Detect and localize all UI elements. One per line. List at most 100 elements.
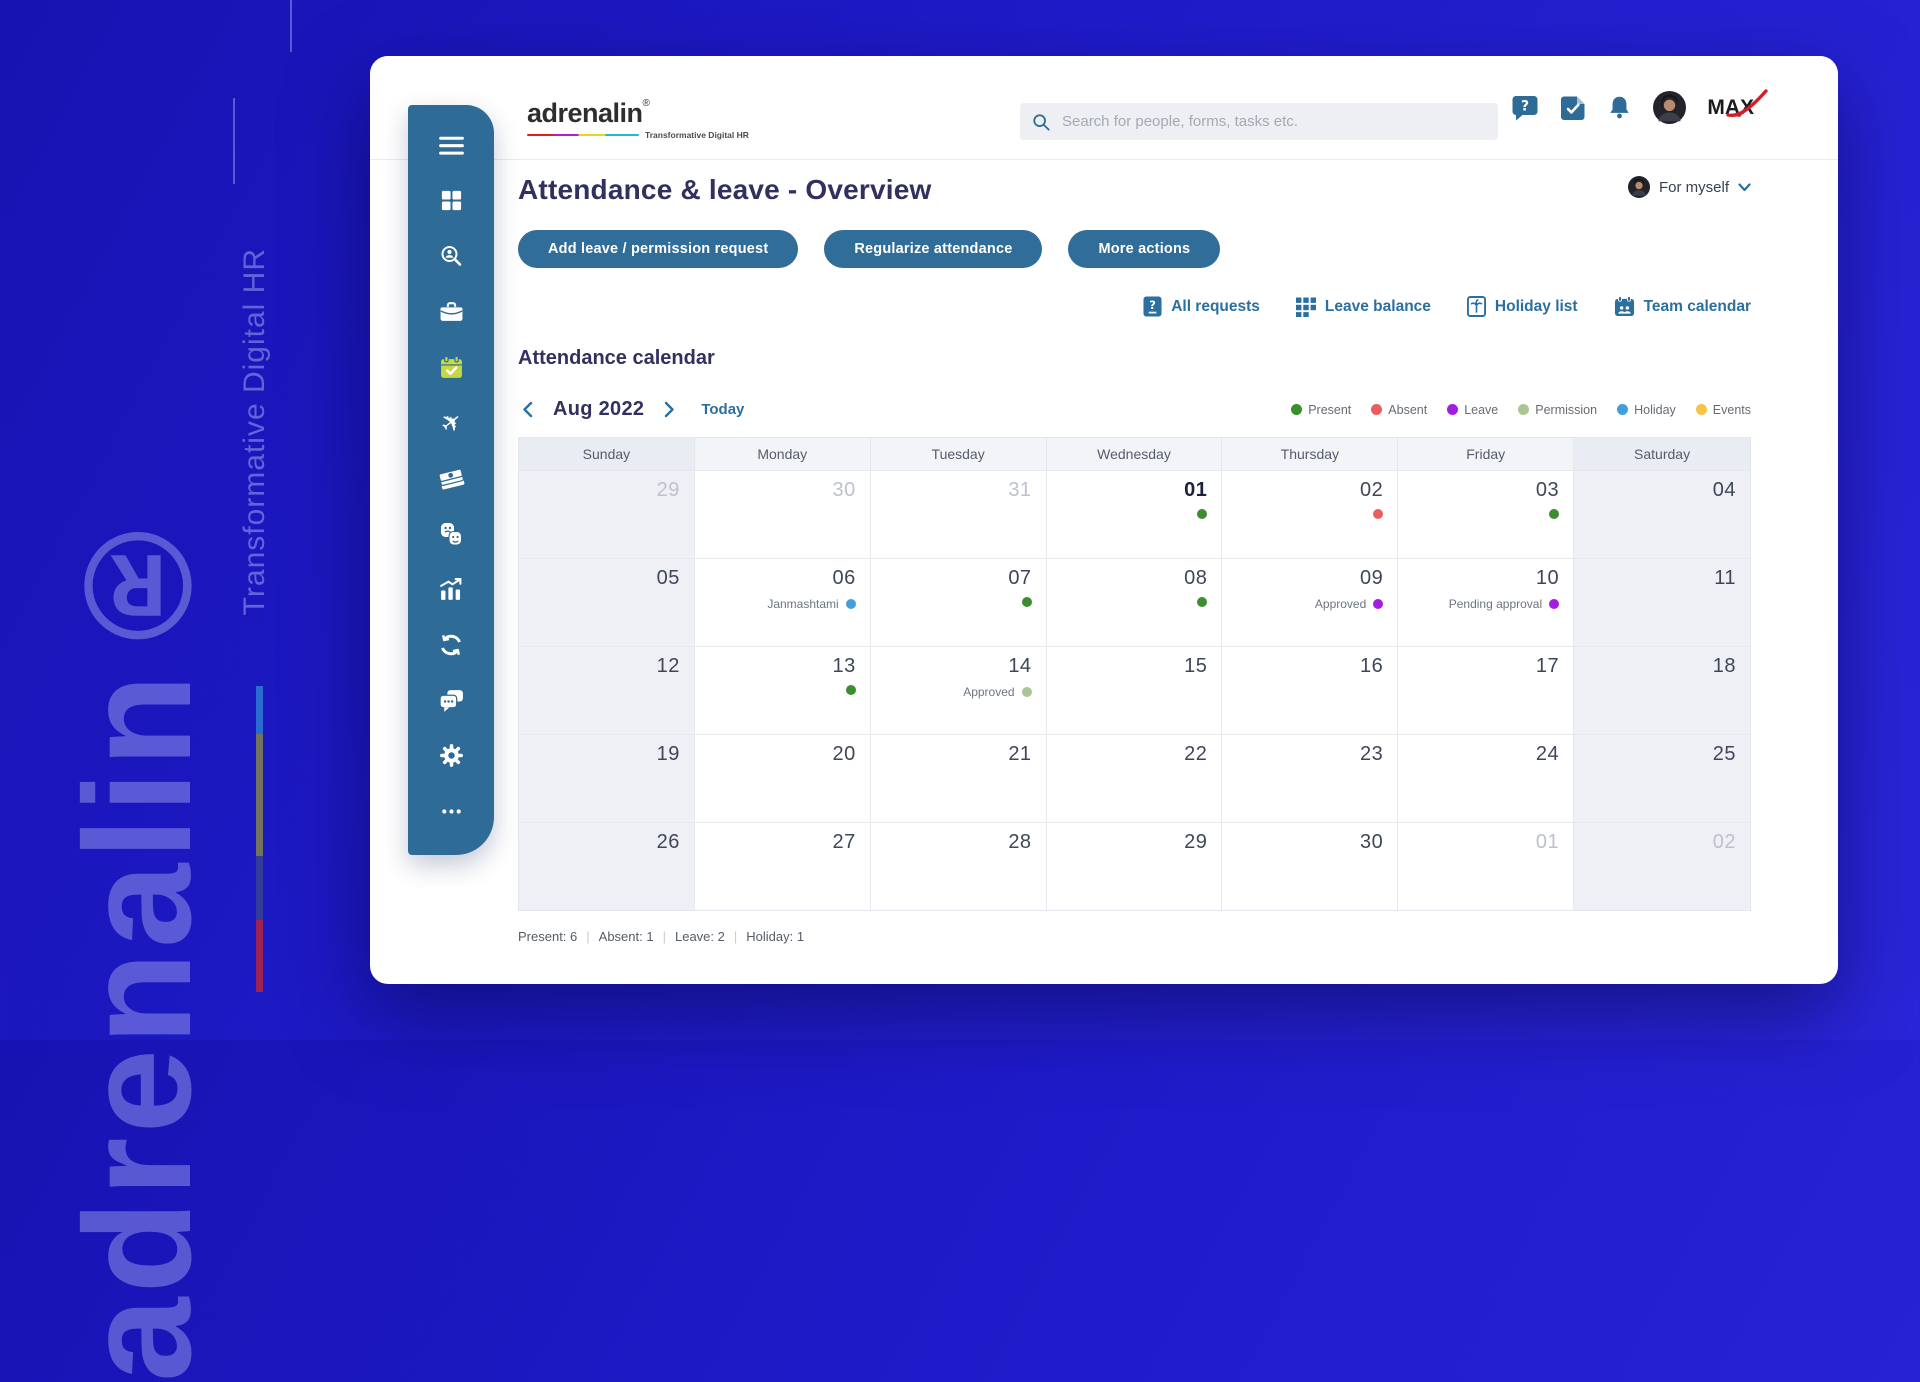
legend-label: Events [1712, 402, 1751, 417]
calendar-cell-23[interactable]: 23 [1222, 734, 1399, 822]
calendar-cell-07[interactable]: 07 [870, 558, 1047, 646]
sidebar-item-briefcase[interactable] [430, 292, 472, 332]
calendar-cell-08[interactable]: 08 [1046, 558, 1223, 646]
calendar-cell-21[interactable]: 21 [870, 734, 1047, 822]
calendar-cell-29-muted[interactable]: 29 [519, 470, 695, 558]
day-number: 04 [1712, 479, 1736, 501]
holiday-dot-icon [1617, 404, 1629, 415]
context-switcher[interactable]: For myself [1627, 176, 1751, 198]
legend-label: Present [1308, 402, 1352, 417]
grid-icon [1295, 297, 1316, 317]
header-right: ? MAX [1511, 56, 1768, 159]
calendar-cell-18[interactable]: 18 [1574, 646, 1750, 734]
permission-dot-icon [1021, 687, 1032, 697]
cell-event [709, 685, 856, 695]
calendar-cell-13[interactable]: 13 [694, 646, 871, 734]
calendar-cell-14[interactable]: 14 Approved [870, 646, 1047, 734]
cell-event: Janmashtami [709, 597, 856, 611]
calendar-cell-29[interactable]: 29 [1046, 822, 1223, 910]
sidebar-item-chat[interactable] [430, 680, 472, 720]
next-month-button[interactable] [660, 399, 679, 420]
menu-icon [438, 136, 464, 155]
avatar-icon[interactable] [1653, 91, 1687, 124]
main-content: Attendance & leave - Overview For myself… [518, 174, 1751, 944]
legend-item-present: Present [1291, 403, 1351, 417]
settings-icon [439, 744, 463, 767]
search-input[interactable] [1060, 112, 1486, 131]
calendar-cell-06[interactable]: 06 Janmashtami [694, 558, 871, 646]
search-icon [1032, 113, 1050, 131]
team-calendar-link[interactable]: Team calendar [1614, 296, 1751, 317]
chevron-left-icon [523, 401, 533, 418]
event-label: Janmashtami [767, 597, 839, 611]
calendar-cell-25[interactable]: 25 [1574, 734, 1750, 822]
calendar-cell-17[interactable]: 17 [1398, 646, 1575, 734]
calendar-cell-12[interactable]: 12 [519, 646, 695, 734]
holiday-dot-icon [845, 599, 856, 609]
sidebar-item-menu[interactable] [430, 125, 472, 165]
permission-dot-icon [1518, 404, 1530, 415]
attendance-icon [440, 355, 462, 378]
regularize-attendance-button[interactable]: Regularize attendance [824, 230, 1043, 268]
day-number: 01 [1535, 831, 1560, 853]
day-header-saturday: Saturday [1574, 438, 1750, 470]
today-button[interactable]: Today [701, 401, 745, 418]
summary-stat-absent: Absent: 1 [598, 929, 654, 944]
calendar-cell-01[interactable]: 01 [1046, 470, 1223, 558]
day-number: 22 [1184, 743, 1208, 765]
calendar-cell-11[interactable]: 11 [1574, 558, 1750, 646]
max-brand-logo[interactable]: MAX [1707, 88, 1768, 120]
calendar-cell-20[interactable]: 20 [694, 734, 871, 822]
calendar-cell-22[interactable]: 22 [1046, 734, 1223, 822]
calendar-cell-30-muted[interactable]: 30 [694, 470, 871, 558]
day-number: 08 [1184, 567, 1208, 589]
sidebar-item-engagement[interactable] [430, 514, 472, 554]
tasks-icon[interactable] [1560, 95, 1586, 121]
calendar-cell-04[interactable]: 04 [1574, 470, 1750, 558]
prev-month-button[interactable] [518, 399, 537, 420]
day-number: 07 [1008, 567, 1032, 589]
sidebar-item-sync[interactable] [430, 625, 472, 665]
summary-stat-holiday: Holiday: 1 [746, 929, 805, 944]
calendar-cell-03[interactable]: 03 [1398, 470, 1575, 558]
holiday-icon [1466, 296, 1486, 317]
calendar-cell-16[interactable]: 16 [1222, 646, 1399, 734]
sidebar-item-people-search[interactable] [430, 236, 472, 276]
calendar-cell-31-muted[interactable]: 31 [870, 470, 1047, 558]
calendar-cell-10[interactable]: 10 Pending approval [1398, 558, 1575, 646]
calendar-cell-09[interactable]: 09 Approved [1222, 558, 1399, 646]
sidebar-item-analytics[interactable] [430, 569, 472, 609]
sidebar-item-payroll[interactable] [430, 458, 472, 498]
adrenalin-logo: adrenalin® Transformative Digital HR [527, 98, 749, 140]
holiday-list-link[interactable]: Holiday list [1466, 296, 1578, 317]
calendar-cell-30[interactable]: 30 [1222, 822, 1399, 910]
calendar-cell-26[interactable]: 26 [519, 822, 695, 910]
month-label: Aug 2022 [553, 398, 645, 420]
calendar-cell-02-muted[interactable]: 02 [1574, 822, 1750, 910]
quick-link-label: All requests [1171, 297, 1260, 315]
sidebar-item-settings[interactable] [430, 736, 472, 776]
day-number: 18 [1712, 655, 1736, 677]
sidebar-item-more[interactable] [430, 791, 472, 831]
calendar-cell-27[interactable]: 27 [694, 822, 871, 910]
add-leave-permission-request-button[interactable]: Add leave / permission request [518, 230, 799, 268]
calendar-cell-02[interactable]: 02 [1222, 470, 1399, 558]
calendar-cell-01-muted[interactable]: 01 [1398, 822, 1575, 910]
help-icon[interactable]: ? [1511, 94, 1539, 122]
day-header-tuesday: Tuesday [870, 438, 1047, 470]
notifications-icon[interactable] [1607, 95, 1632, 120]
leave-balance-link[interactable]: Leave balance [1295, 297, 1431, 317]
payroll-icon [437, 467, 464, 489]
sidebar-item-attendance-active[interactable] [430, 347, 472, 387]
calendar-cell-19[interactable]: 19 [519, 734, 695, 822]
more-actions-button[interactable]: More actions [1068, 230, 1221, 268]
all-requests-link[interactable]: ? All requests [1143, 296, 1260, 317]
calendar-cell-15[interactable]: 15 [1046, 646, 1223, 734]
present-dot-icon [1021, 597, 1032, 607]
calendar-cell-24[interactable]: 24 [1398, 734, 1575, 822]
calendar-cell-28[interactable]: 28 [870, 822, 1047, 910]
sidebar-item-travel[interactable]: ✈ [430, 403, 472, 443]
day-number: 29 [1184, 831, 1208, 853]
sidebar-item-dashboard[interactable] [430, 181, 472, 221]
calendar-cell-05[interactable]: 05 [519, 558, 695, 646]
